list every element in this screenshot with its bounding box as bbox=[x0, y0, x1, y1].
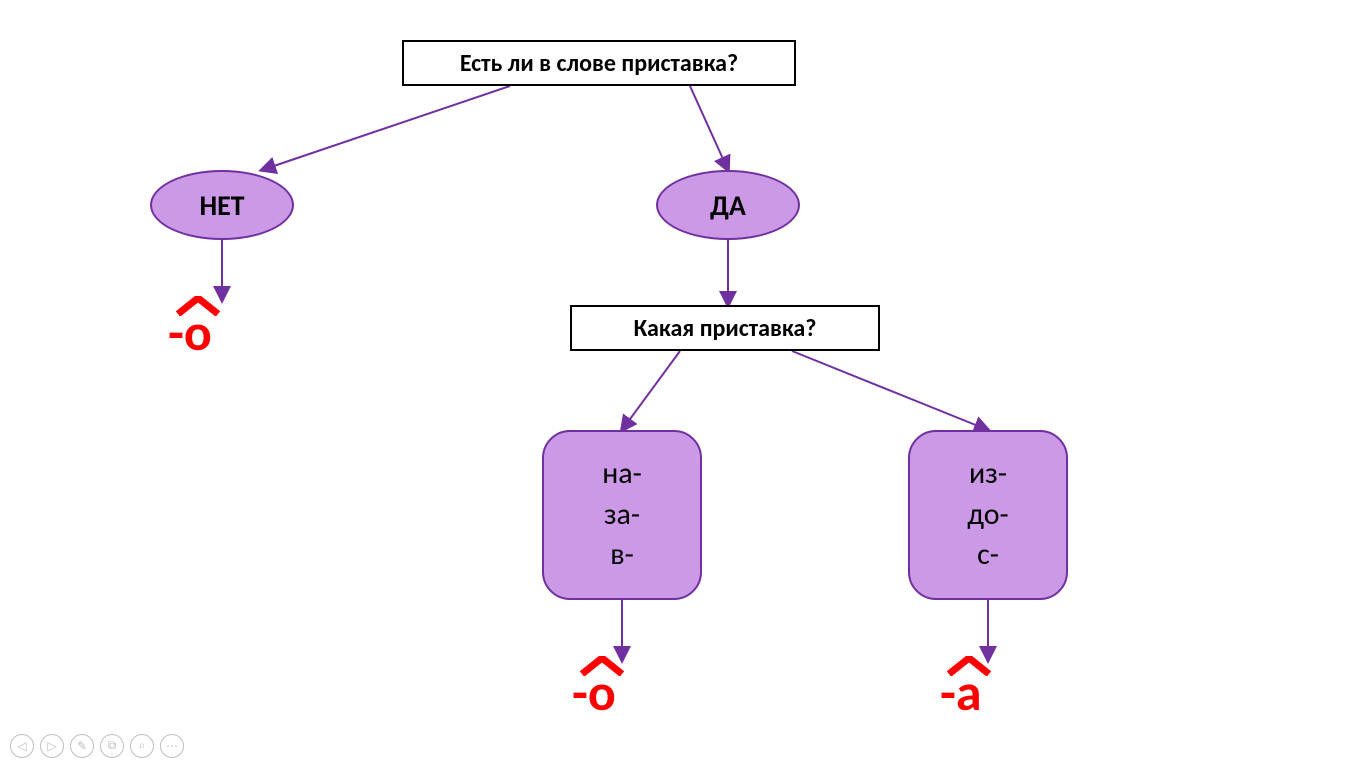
pen-button[interactable]: ✎ bbox=[70, 734, 94, 758]
prev-slide-button[interactable]: ◁ bbox=[10, 734, 34, 758]
zoom-icon: ⌕ bbox=[139, 739, 146, 753]
prefix-group-1: на- за- в- bbox=[542, 430, 702, 600]
suffix-o-1-prefix: - bbox=[168, 300, 184, 364]
suffix-o-2: - о bbox=[572, 660, 616, 724]
next-icon: ▷ bbox=[47, 739, 56, 754]
zoom-button[interactable]: ⌕ bbox=[130, 734, 154, 758]
prefix-group-2-line-2: с- bbox=[977, 535, 999, 576]
edges-layer bbox=[0, 0, 1366, 768]
suffix-a: - а bbox=[940, 660, 982, 724]
question-1-label: Есть ли в слове приставка? bbox=[460, 49, 738, 78]
prefix-group-2-line-1: до- bbox=[967, 495, 1008, 536]
suffix-o-1-letter: о bbox=[184, 300, 212, 364]
suffix-o-1-letter-wrap: о bbox=[184, 300, 212, 364]
prefix-group-1-line-2: в- bbox=[610, 535, 634, 576]
edge-q1-yes bbox=[690, 86, 728, 170]
suffix-o-2-letter-wrap: о bbox=[588, 660, 616, 724]
suffix-a-prefix: - bbox=[940, 660, 956, 724]
suffix-a-letter: а bbox=[956, 660, 982, 724]
edge-q1-no bbox=[262, 86, 510, 170]
suffix-o-2-prefix: - bbox=[572, 660, 588, 724]
prev-icon: ◁ bbox=[17, 739, 26, 754]
presentation-toolbar: ◁ ▷ ✎ ⧉ ⌕ ⋯ bbox=[10, 734, 184, 758]
prefix-group-2: из- до- с- bbox=[908, 430, 1068, 600]
suffix-o-1: - о bbox=[168, 300, 212, 364]
suffix-a-letter-wrap: а bbox=[956, 660, 982, 724]
question-2-box: Какая приставка? bbox=[570, 305, 880, 351]
answer-no: НЕТ bbox=[150, 170, 294, 240]
question-1-box: Есть ли в слове приставка? bbox=[402, 40, 796, 86]
slideshow-view-button[interactable]: ⧉ bbox=[100, 734, 124, 758]
next-slide-button[interactable]: ▷ bbox=[40, 734, 64, 758]
screen-icon: ⧉ bbox=[108, 739, 117, 753]
answer-yes: ДА bbox=[656, 170, 800, 240]
answer-yes-label: ДА bbox=[710, 188, 746, 223]
prefix-group-1-line-0: на- bbox=[602, 454, 642, 495]
pen-icon: ✎ bbox=[77, 739, 87, 754]
prefix-group-1-line-1: за- bbox=[604, 495, 640, 536]
flowchart-canvas: Есть ли в слове приставка? НЕТ ДА Какая … bbox=[0, 0, 1366, 768]
suffix-o-2-letter: о bbox=[588, 660, 616, 724]
more-options-button[interactable]: ⋯ bbox=[160, 734, 184, 758]
edge-q2-grp1 bbox=[622, 351, 680, 430]
answer-no-label: НЕТ bbox=[199, 188, 244, 223]
edge-q2-grp2 bbox=[792, 351, 988, 430]
prefix-group-2-line-0: из- bbox=[969, 454, 1007, 495]
question-2-label: Какая приставка? bbox=[634, 314, 817, 343]
more-icon: ⋯ bbox=[166, 739, 178, 754]
